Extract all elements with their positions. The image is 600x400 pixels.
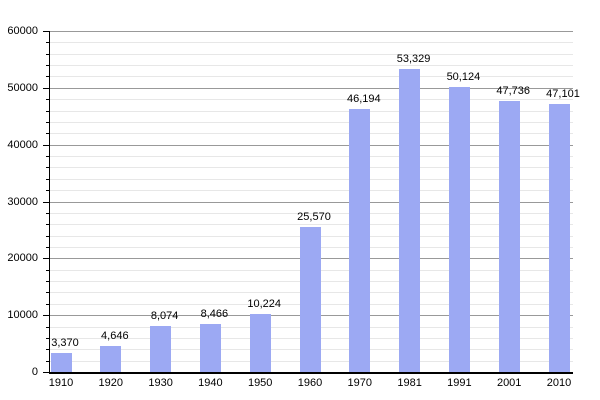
y-minor-tick — [46, 65, 49, 67]
y-minor-tick — [46, 303, 49, 305]
x-tick-label: 1930 — [148, 377, 173, 389]
y-minor-tick — [46, 349, 49, 351]
bar-value-label: 8,074 — [150, 310, 179, 323]
x-tick-label: 1920 — [98, 377, 124, 389]
bar-value-label: 4,646 — [101, 329, 129, 342]
minor-gridline — [50, 167, 573, 169]
minor-gridline — [50, 121, 573, 123]
bar-value-label: 10,224 — [247, 297, 282, 310]
bar-value-label: 47,736 — [496, 84, 531, 97]
x-tick-label: 1940 — [198, 377, 223, 389]
y-minor-tick — [46, 326, 49, 328]
y-minor-tick — [46, 246, 49, 248]
y-minor-tick — [46, 133, 49, 135]
y-minor-tick — [46, 110, 49, 112]
x-tick-label: 1960 — [297, 377, 323, 389]
y-tick-label: 30000 — [7, 195, 38, 208]
y-tick-label: 0 — [31, 366, 38, 378]
y-major-tick — [43, 87, 49, 89]
y-minor-tick — [46, 156, 49, 158]
y-major-tick — [43, 258, 49, 260]
y-minor-tick — [46, 42, 49, 44]
bar — [349, 109, 371, 372]
y-major-tick — [43, 201, 49, 203]
y-minor-tick — [46, 235, 49, 237]
y-minor-tick — [46, 212, 49, 214]
bar — [249, 313, 271, 372]
major-gridline — [50, 87, 573, 89]
y-minor-tick — [46, 281, 49, 283]
y-tick-label: 10000 — [7, 309, 38, 322]
bar-value-label: 50,124 — [446, 71, 481, 84]
x-tick-label: 1910 — [48, 377, 74, 389]
bar — [498, 100, 520, 372]
minor-gridline — [50, 42, 573, 44]
x-tick-label: 1991 — [447, 377, 472, 389]
minor-gridline — [50, 53, 573, 55]
y-minor-tick — [46, 337, 49, 339]
x-axis-line — [49, 372, 573, 374]
y-minor-tick — [46, 190, 49, 192]
y-tick-label: 20000 — [7, 252, 38, 265]
y-major-tick — [43, 144, 49, 146]
x-tick-label: 1981 — [397, 377, 422, 389]
bar — [100, 345, 122, 372]
major-gridline — [50, 31, 573, 32]
y-minor-tick — [46, 360, 49, 362]
minor-gridline — [50, 178, 573, 180]
bar-value-label: 25,570 — [297, 210, 331, 223]
y-minor-tick — [46, 167, 49, 169]
y-minor-tick — [46, 178, 49, 180]
minor-gridline — [50, 156, 573, 158]
y-major-tick — [43, 372, 49, 373]
minor-gridline — [50, 65, 573, 67]
y-tick-label: 40000 — [7, 138, 38, 151]
bar — [448, 87, 470, 372]
y-axis-line — [49, 31, 50, 374]
y-minor-tick — [46, 76, 49, 78]
y-tick-label: 50000 — [7, 81, 38, 94]
minor-gridline — [50, 224, 573, 226]
y-minor-tick — [46, 99, 49, 101]
minor-gridline — [50, 190, 573, 192]
bar — [299, 226, 321, 372]
minor-gridline — [50, 212, 573, 214]
x-tick-label: 1970 — [347, 377, 373, 389]
bar — [150, 326, 172, 372]
y-major-tick — [43, 315, 49, 317]
bar-value-label: 47,101 — [546, 88, 580, 101]
minor-gridline — [50, 110, 573, 112]
bar — [50, 352, 72, 372]
y-minor-tick — [46, 224, 49, 226]
y-tick-label: 60000 — [7, 25, 38, 37]
bar-value-label: 8,466 — [200, 307, 229, 320]
bar-value-label: 3,370 — [51, 336, 79, 349]
major-gridline — [50, 201, 573, 203]
x-tick-label: 2001 — [496, 377, 522, 389]
y-minor-tick — [46, 121, 49, 123]
y-minor-tick — [46, 292, 49, 294]
bar — [199, 323, 221, 372]
bar-value-label: 46,194 — [346, 93, 381, 106]
minor-gridline — [50, 133, 573, 135]
bar-value-label: 53,329 — [396, 52, 431, 65]
y-minor-tick — [46, 53, 49, 55]
x-tick-label: 2010 — [546, 377, 572, 389]
major-gridline — [50, 144, 573, 146]
bar — [399, 68, 421, 372]
bar — [548, 104, 570, 372]
minor-gridline — [50, 99, 573, 101]
y-major-tick — [43, 31, 49, 32]
y-minor-tick — [46, 269, 49, 271]
minor-gridline — [50, 76, 573, 78]
x-tick-label: 1950 — [247, 377, 273, 389]
